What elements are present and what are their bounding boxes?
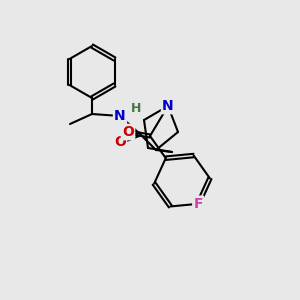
Text: F: F: [194, 197, 203, 211]
Text: O: O: [122, 125, 134, 139]
Text: N: N: [114, 109, 126, 123]
Text: N: N: [162, 99, 174, 113]
Text: H: H: [131, 101, 141, 115]
Text: O: O: [114, 135, 126, 149]
